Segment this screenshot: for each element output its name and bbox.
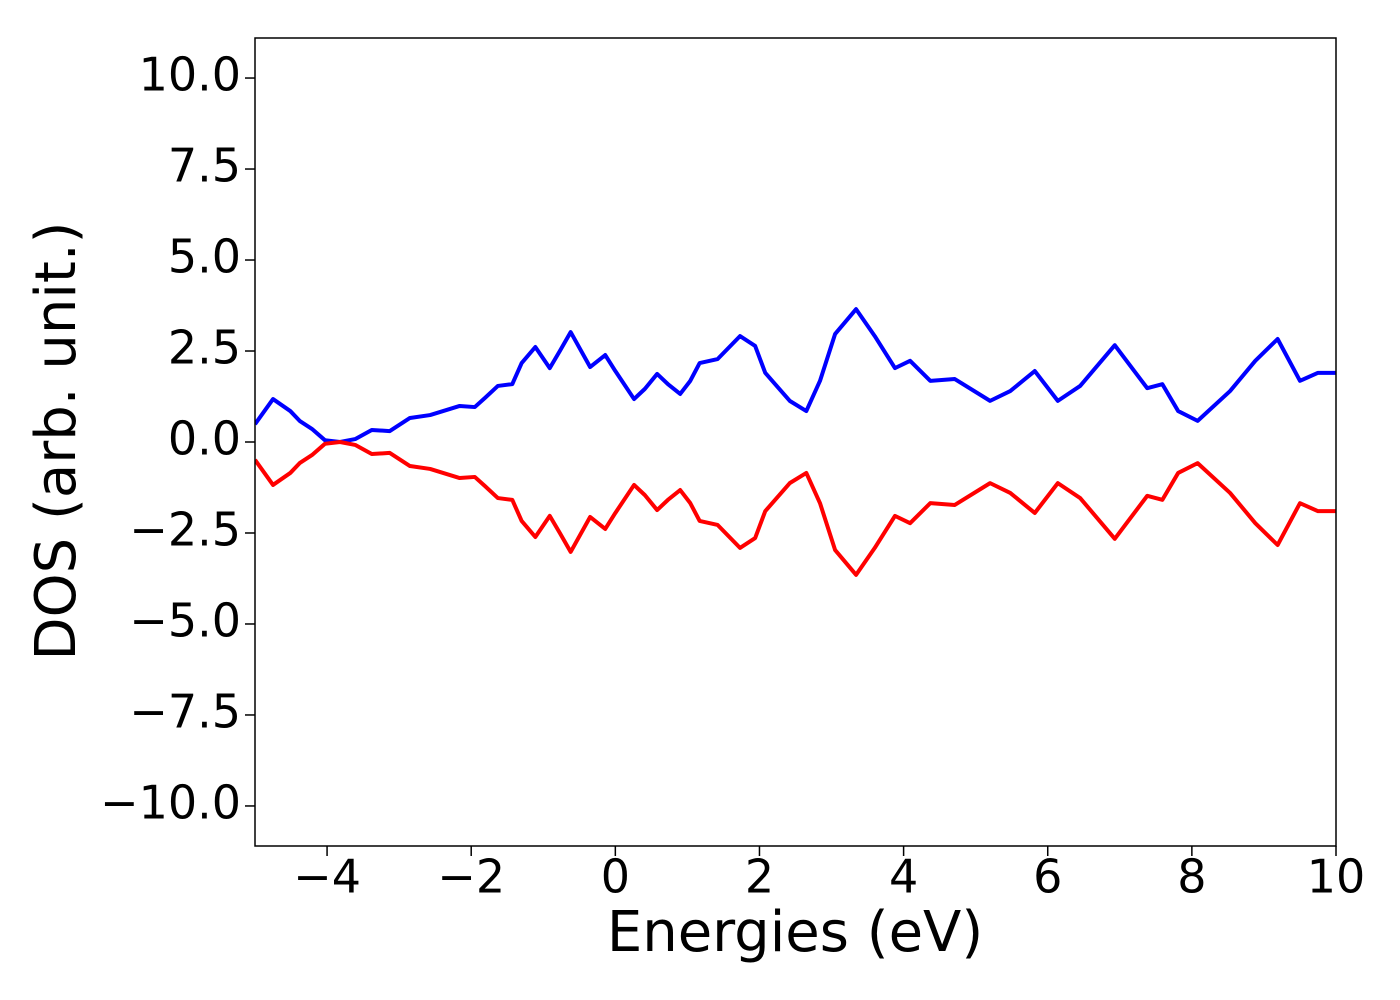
y-tick-label: 5.0: [168, 230, 241, 284]
x-tick-label: −2: [437, 850, 505, 904]
y-axis-label: DOS (arb. unit.): [24, 221, 89, 660]
x-axis-label: Energies (eV): [607, 900, 983, 965]
y-tick-label: 0.0: [168, 412, 241, 466]
y-tick-label: −2.5: [129, 502, 241, 556]
x-tick-label: −4: [293, 850, 361, 904]
y-tick-label: 7.5: [168, 139, 241, 193]
x-tick-label: 6: [1033, 850, 1062, 904]
x-tick-label: 8: [1177, 850, 1206, 904]
y-tick-label: 10.0: [139, 48, 241, 102]
y-tick-label: −7.5: [129, 684, 241, 738]
x-tick-label: 0: [601, 850, 630, 904]
x-tick-label: 2: [745, 850, 774, 904]
series-line: [255, 440, 1336, 577]
y-tick-label: −10.0: [100, 775, 241, 829]
plot-frame: [254, 37, 1337, 847]
x-tick-label: 4: [889, 850, 918, 904]
y-tick-label: −5.0: [129, 593, 241, 647]
series-line: [255, 307, 1336, 444]
y-tick-label: 2.5: [168, 321, 241, 375]
x-tick-label: 10: [1307, 850, 1366, 904]
